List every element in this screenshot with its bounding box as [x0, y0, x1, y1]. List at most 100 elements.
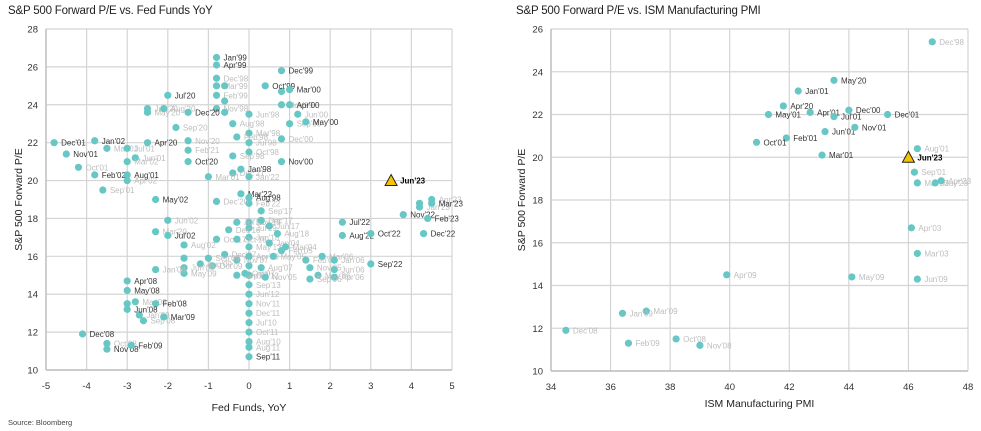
- data-point: [806, 108, 814, 116]
- data-point: [123, 277, 131, 285]
- data-point: [851, 123, 859, 131]
- data-point: [913, 179, 921, 187]
- data-label: Jul'98: [256, 139, 277, 148]
- data-point: [257, 207, 265, 215]
- data-label: Apr'23: [439, 196, 462, 205]
- data-label: Oct'08: [114, 339, 137, 348]
- data-label: Dec'11: [256, 309, 281, 318]
- data-label: Aug'22: [349, 231, 374, 240]
- data-label: Feb'05: [288, 247, 313, 256]
- data-point: [229, 120, 237, 128]
- data-label: Jul'01: [841, 113, 862, 122]
- data-label: May'20: [155, 108, 181, 117]
- data-point: [910, 168, 918, 176]
- data-point: [419, 230, 428, 238]
- data-label: May'00: [313, 118, 339, 127]
- data-point: [245, 110, 253, 118]
- data-point: [302, 118, 310, 126]
- data-point: [723, 271, 731, 279]
- data-label: Nov'22: [410, 211, 435, 220]
- x-tick-label: 4: [409, 381, 414, 392]
- data-label: Nov'07: [244, 256, 269, 265]
- data-point: [229, 152, 237, 160]
- x-tick-label: 44: [844, 382, 855, 393]
- data-label: Mar'09: [171, 313, 196, 322]
- data-label: Jan'01: [805, 87, 829, 96]
- data-label: Mar'01: [215, 173, 240, 182]
- data-label: Jan'99: [224, 53, 248, 62]
- data-label: Feb'09: [138, 341, 163, 350]
- data-point: [212, 235, 221, 243]
- data-point: [277, 158, 286, 166]
- data-label: Apr'01: [817, 108, 840, 117]
- data-label: Jun'01: [832, 128, 856, 137]
- data-label: Apr'00: [297, 101, 320, 110]
- data-label: Feb'06: [313, 256, 338, 265]
- data-point: [131, 298, 139, 306]
- data-label: Jul'01: [134, 144, 155, 153]
- data-point: [225, 226, 233, 234]
- data-label: Dec'01: [61, 139, 86, 148]
- data-point: [937, 177, 945, 185]
- data-label: Nov'05: [272, 273, 297, 282]
- data-point: [257, 216, 265, 224]
- data-label: Jun'01: [142, 154, 166, 163]
- data-point: [830, 113, 838, 121]
- data-label: Aug'09: [207, 260, 232, 269]
- x-tick-label: 42: [784, 382, 795, 393]
- data-point: [257, 264, 265, 272]
- data-point: [103, 339, 111, 348]
- data-point: [212, 61, 221, 69]
- data-point: [123, 176, 131, 185]
- data-point: [302, 256, 310, 264]
- data-label: Oct'01: [764, 138, 787, 147]
- data-point: [233, 235, 241, 243]
- data-label: Apr'10: [256, 252, 279, 261]
- data-label: Mar'20: [163, 228, 188, 237]
- data-point: [123, 171, 131, 179]
- data-label: Dec'00: [856, 106, 881, 115]
- data-label: Feb'01: [793, 134, 818, 143]
- data-label: Nov'01: [73, 150, 98, 159]
- data-label: Sep'01: [110, 186, 135, 195]
- data-point: [245, 199, 253, 207]
- data-label: Apr'20: [790, 102, 813, 111]
- right-chart-title: S&P 500 Forward P/E vs. ISM Manufacturin…: [516, 5, 761, 17]
- highlight-label: Jun'23: [917, 153, 943, 162]
- x-axis-label: ISM Manufacturing PMI: [705, 398, 815, 410]
- y-tick-label: 20: [27, 176, 38, 187]
- data-point: [696, 341, 704, 349]
- data-label: Sep'00: [297, 120, 322, 129]
- data-point: [273, 230, 282, 238]
- data-label: Apr'20: [155, 139, 178, 148]
- data-label: Jul'02: [175, 231, 196, 240]
- data-label: Jul'20: [175, 91, 196, 100]
- data-point: [131, 154, 139, 162]
- data-point: [143, 108, 152, 116]
- data-label: May'05: [280, 252, 306, 261]
- x-tick-label: 0: [246, 381, 251, 392]
- data-point: [245, 309, 253, 317]
- data-point: [624, 339, 633, 347]
- y-tick-label: 10: [532, 367, 543, 378]
- data-label: Jul'19: [256, 224, 277, 233]
- data-point: [779, 102, 787, 110]
- data-label: Jun'17: [276, 222, 300, 231]
- data-label: Jun'00: [305, 110, 329, 119]
- data-point: [794, 87, 802, 95]
- data-label: Dec'16: [236, 226, 261, 235]
- data-point: [184, 158, 192, 166]
- data-label: Feb'23: [435, 214, 460, 223]
- data-point: [172, 123, 180, 132]
- data-label: Sep'07: [244, 271, 269, 280]
- highlight-marker: [384, 173, 398, 187]
- data-label: Mar'23: [439, 199, 464, 208]
- data-point: [245, 233, 253, 241]
- data-point: [277, 67, 286, 75]
- data-point: [245, 148, 253, 156]
- data-point: [265, 239, 273, 247]
- data-point: [91, 137, 99, 145]
- data-label: Dec'98: [939, 38, 964, 47]
- data-label: Sep'20: [183, 124, 208, 133]
- data-point: [204, 173, 212, 181]
